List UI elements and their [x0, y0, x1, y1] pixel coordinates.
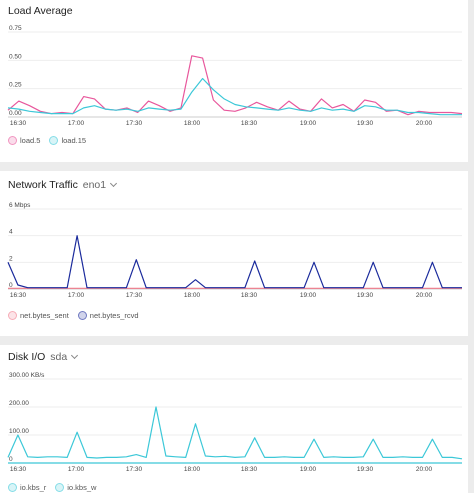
x-tick-label: 18:30 [241, 120, 258, 127]
y-tick-label: 0.25 [9, 82, 22, 89]
legend-swatch-icon [77, 311, 87, 320]
y-tick-label: 0.75 [9, 25, 22, 32]
legend-label: load.5 [20, 136, 41, 145]
legend-item[interactable]: load.5 [8, 136, 40, 145]
y-tick-label: 0 [9, 282, 13, 289]
legend-swatch-icon [8, 483, 17, 492]
legend-swatch-icon [49, 136, 59, 145]
legend-swatch-icon [55, 483, 65, 492]
x-tick-label: 20:00 [416, 120, 433, 127]
disk-selector[interactable]: sda [50, 351, 79, 363]
x-tick-label: 16:30 [10, 120, 27, 127]
legend-label: io.kbs_r [20, 483, 47, 492]
legend-item[interactable]: io.kbs_w [55, 483, 96, 492]
legend-label: net.bytes_sent [20, 311, 69, 320]
x-tick-label: 18:00 [184, 466, 201, 473]
chart-legend: io.kbs_r io.kbs_w [8, 483, 96, 492]
panel-title: Disk I/O sda [8, 351, 79, 363]
legend-label: load.15 [61, 136, 87, 145]
legend-item[interactable]: net.bytes_sent [8, 311, 69, 320]
x-tick-label: 19:30 [357, 466, 374, 473]
x-tick-label: 19:30 [357, 292, 374, 299]
x-tick-label: 16:30 [10, 466, 27, 473]
panel-title: Network Traffic eno1 [8, 179, 118, 191]
legend-swatch-icon [8, 136, 17, 145]
legend-label: io.kbs_w [67, 483, 97, 492]
chart-legend: load.5 load.15 [8, 136, 86, 145]
x-tick-label: 17:00 [68, 120, 85, 127]
y-tick-label: 0.00 [9, 110, 22, 117]
disk-io-chart: 300.00 KB/s 200.00 100.00 0 16:30 17:00 17:30 1… [7, 372, 463, 473]
legend-swatch-icon [8, 311, 17, 320]
network-traffic-chart: 6 Mbps 4 2 0 16:30 17:00 17:30 18:00 18:30 19:00 1… [7, 202, 462, 299]
chart-legend: net.bytes_sent net.bytes_rcvd [8, 311, 139, 320]
disk-io-panel: Disk I/O sda 300.00 KB/s 200.00 100.00 0 16:… [0, 345, 468, 493]
x-tick-label: 19:00 [300, 292, 317, 299]
x-tick-label: 17:00 [68, 292, 85, 299]
x-tick-label: 19:30 [357, 120, 374, 127]
load-average-chart: 0.75 0.50 0.25 0.00 16:30 17:00 17:30 18:00 18:3… [7, 25, 463, 127]
x-tick-label: 17:30 [126, 292, 143, 299]
x-tick-label: 20:00 [416, 466, 433, 473]
network-traffic-panel: Network Traffic eno1 6 Mbps 4 2 0 16:30 17:00… [0, 171, 468, 336]
y-tick-label: 6 Mbps [9, 202, 31, 209]
legend-label: net.bytes_rcvd [89, 311, 139, 320]
chevron-down-icon [71, 351, 79, 360]
y-tick-label: 100.00 [9, 428, 29, 435]
x-tick-label: 17:30 [126, 466, 143, 473]
y-tick-label: 0 [9, 456, 13, 463]
x-tick-label: 20:00 [416, 292, 433, 299]
series-line-net-bytes-rcvd [7, 235, 462, 289]
series-line-load-15 [7, 77, 462, 116]
x-tick-label: 17:00 [68, 466, 85, 473]
x-tick-label: 19:00 [300, 466, 317, 473]
x-tick-label: 18:30 [241, 292, 258, 299]
series-line-load-5 [7, 55, 463, 116]
legend-item[interactable]: load.15 [49, 136, 86, 145]
x-tick-label: 16:30 [10, 292, 27, 299]
load-average-panel: Load Average 0.75 0.50 0.25 0.00 16:30 17:00 1… [0, 0, 468, 162]
x-tick-label: 17:30 [126, 120, 143, 127]
x-tick-label: 18:30 [241, 466, 258, 473]
series-line-io-kbs-w [7, 406, 463, 460]
x-tick-label: 19:00 [300, 120, 317, 127]
y-tick-label: 200.00 [9, 400, 29, 407]
y-tick-label: 2 [9, 255, 13, 262]
legend-item[interactable]: net.bytes_rcvd [77, 311, 139, 320]
y-tick-label: 0.50 [9, 53, 22, 60]
panel-title: Load Average [8, 5, 73, 17]
x-tick-label: 18:00 [184, 292, 201, 299]
y-tick-label: 300.00 KB/s [9, 372, 45, 379]
y-tick-label: 4 [9, 229, 13, 236]
x-tick-label: 18:00 [184, 120, 201, 127]
chevron-down-icon [110, 179, 118, 188]
interface-selector[interactable]: eno1 [83, 179, 118, 191]
legend-item[interactable]: io.kbs_r [8, 483, 46, 492]
